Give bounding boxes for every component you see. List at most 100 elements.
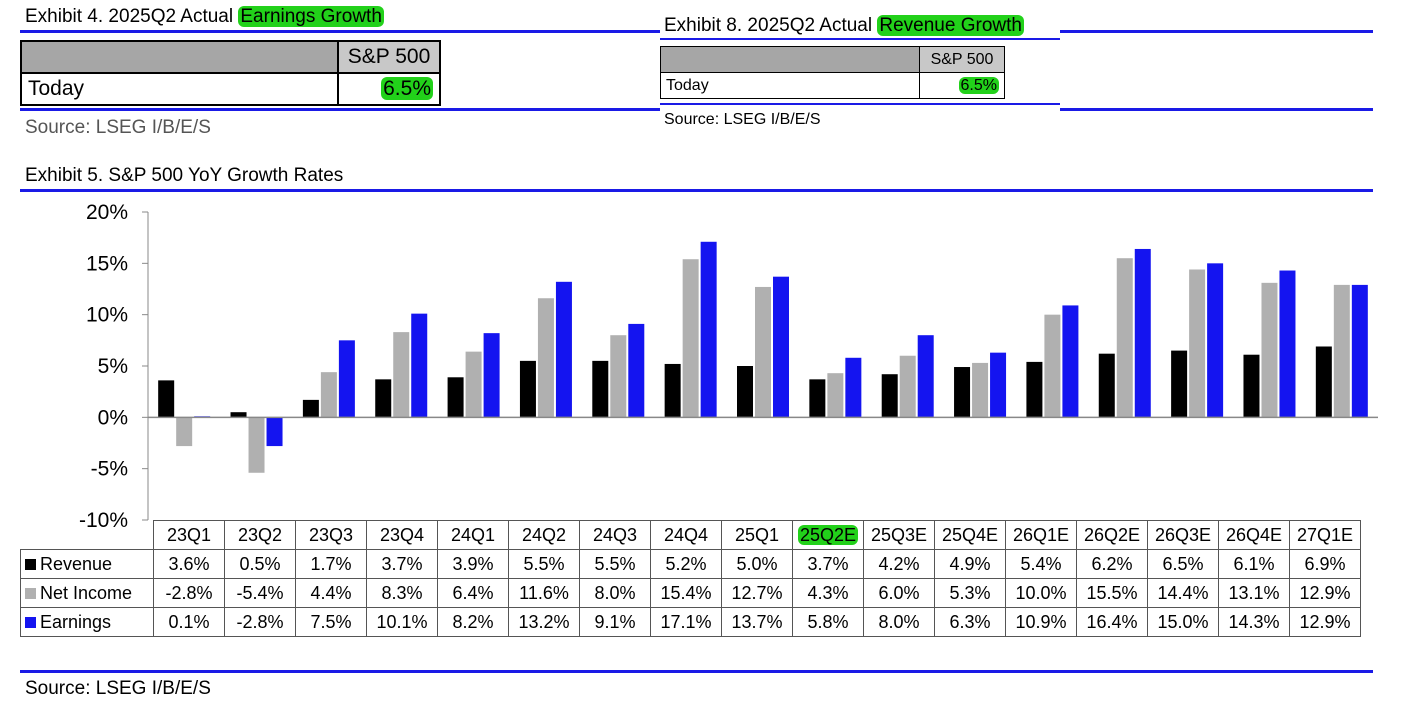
exhibit8-value: 6.5% (958, 76, 999, 94)
bar-revenue-23q2 (230, 412, 247, 418)
table-row-revenue: Revenue 3.6% 0.5% 1.7% 3.7% 3.9% 5.5% 5.5% 5.2% 5… (20, 549, 1361, 579)
table-row-net-income: Net Income -2.8% -5.4% 4.4% 8.3% 6.4% 11.6% 8.0… (20, 578, 1361, 608)
value-cell: 8.0% (863, 607, 935, 637)
bar-earnings-24q1 (483, 333, 500, 418)
bar-earnings-24q4 (700, 241, 717, 418)
bar-earnings-24q3 (628, 323, 645, 418)
bar-revenue-27q1e (1315, 346, 1332, 418)
exhibit5-top-rule (20, 189, 1373, 192)
bar-earnings-26q4e (1279, 270, 1296, 418)
value-cell: 5.3% (934, 578, 1006, 608)
value-cell: 10.1% (366, 607, 438, 637)
category-header: 27Q1E (1289, 520, 1361, 550)
legend-swatch (25, 587, 36, 599)
category-header: 23Q4 (366, 520, 438, 550)
exhibit8-header-blank (660, 46, 920, 73)
bar-revenue-23q1 (158, 380, 175, 418)
bar-revenue-25q3e (881, 374, 898, 418)
value-cell: 13.7% (721, 607, 793, 637)
value-cell: -5.4% (224, 578, 296, 608)
exhibit4-value-cell: 6.5% (337, 72, 441, 106)
category-header: 23Q1 (153, 520, 225, 550)
value-cell: 5.8% (792, 607, 864, 637)
bar-revenue-24q3 (592, 360, 609, 418)
category-header: 26Q2E (1076, 520, 1148, 550)
exhibit4-column-header: S&P 500 (337, 40, 441, 74)
exhibit8-bottom-rule-right (1060, 108, 1373, 111)
value-cell: 0.5% (224, 549, 296, 579)
bar-net-income-24q3 (610, 335, 627, 418)
exhibit4-bottom-rule (20, 108, 660, 111)
value-cell: 4.3% (792, 578, 864, 608)
category-header: 23Q2 (224, 520, 296, 550)
value-cell: 3.6% (153, 549, 225, 579)
exhibit8-top-rule-right (1060, 30, 1373, 33)
y-tick-label: 15% (86, 252, 128, 275)
value-cell: 8.3% (366, 578, 438, 608)
value-cell: 14.3% (1218, 607, 1290, 637)
bar-revenue-26q1e (1026, 361, 1043, 418)
exhibit5-title: Exhibit 5. S&P 500 YoY Growth Rates (25, 165, 344, 186)
legend-label: Earnings (40, 611, 112, 632)
y-tick-label: 5% (98, 355, 128, 378)
bar-earnings-26q1e (1062, 305, 1079, 418)
value-cell: 1.7% (295, 549, 367, 579)
category-header: 26Q1E (1005, 520, 1077, 550)
value-cell: 5.4% (1005, 549, 1077, 579)
value-cell: 10.0% (1005, 578, 1077, 608)
value-cell: 11.6% (508, 578, 580, 608)
bar-earnings-25q1 (773, 276, 789, 418)
exhibit4-table: S&P 500 Today 6.5% (20, 40, 441, 106)
bar-net-income-24q4 (682, 259, 699, 418)
category-header: 25Q4E (934, 520, 1006, 550)
value-cell: 4.2% (863, 549, 935, 579)
value-cell: 5.5% (508, 549, 580, 579)
bar-net-income-25q3e (899, 355, 916, 418)
bar-net-income-26q4e (1261, 282, 1278, 418)
table-header-row: 23Q1 23Q2 23Q3 23Q4 24Q1 24Q2 24Q3 24Q4 25Q1 25Q2… (21, 520, 1361, 550)
value-cell: 6.1% (1218, 549, 1290, 579)
legend-label: Revenue (40, 553, 113, 574)
exhibit8-table: S&P 500 Today 6.5% (660, 46, 1005, 99)
value-cell: 6.5% (1147, 549, 1219, 579)
bar-net-income-25q4e (972, 362, 989, 418)
value-cell: 3.7% (366, 549, 438, 579)
exhibit8-value-cell: 6.5% (919, 72, 1005, 99)
category-header: 25Q3E (863, 520, 935, 550)
bar-revenue-25q4e (954, 367, 971, 418)
bar-earnings-25q2e (845, 357, 862, 418)
bar-revenue-26q3e (1171, 350, 1188, 418)
value-cell: -2.8% (224, 607, 296, 637)
category-header: 26Q3E (1147, 520, 1219, 550)
bar-net-income-26q3e (1189, 269, 1206, 418)
bar-net-income-24q2 (537, 298, 554, 418)
bar-revenue-26q4e (1243, 354, 1260, 418)
value-cell: 7.5% (295, 607, 367, 637)
exhibit4-title-prefix: Exhibit 4. 2025Q2 Actual (25, 6, 239, 27)
exhibit8-title-highlight: Revenue Growth (877, 15, 1024, 36)
legend-label: Net Income (40, 582, 133, 603)
y-tick-label: 10% (86, 304, 128, 327)
exhibit4-title: Exhibit 4. 2025Q2 Actual Earnings Growth (25, 6, 384, 28)
value-cell: 6.0% (863, 578, 935, 608)
exhibit8-title: Exhibit 8. 2025Q2 Actual Revenue Growth (664, 15, 1024, 37)
value-cell: 4.9% (934, 549, 1006, 579)
y-tick-label: -10% (79, 509, 128, 530)
bar-net-income-23q2 (248, 417, 265, 473)
y-tick-label: -5% (91, 458, 128, 481)
value-cell: 17.1% (650, 607, 722, 637)
value-cell: 3.9% (437, 549, 509, 579)
exhibit8-title-prefix: Exhibit 8. 2025Q2 Actual (664, 15, 878, 36)
exhibit4-title-highlight: Earnings Growth (238, 6, 384, 27)
y-tick-label: 20% (86, 201, 128, 224)
value-cell: 10.9% (1005, 607, 1077, 637)
exhibit8-column-header: S&P 500 (919, 46, 1005, 73)
category-header: 26Q4E (1218, 520, 1290, 550)
value-cell: 6.9% (1289, 549, 1361, 579)
value-cell: 6.4% (437, 578, 509, 608)
exhibit4-top-rule (20, 30, 660, 33)
value-cell: 6.3% (934, 607, 1006, 637)
value-cell: 8.0% (579, 578, 651, 608)
value-cell: 5.5% (579, 549, 651, 579)
category-label-highlighted: 25Q2E (797, 524, 859, 545)
